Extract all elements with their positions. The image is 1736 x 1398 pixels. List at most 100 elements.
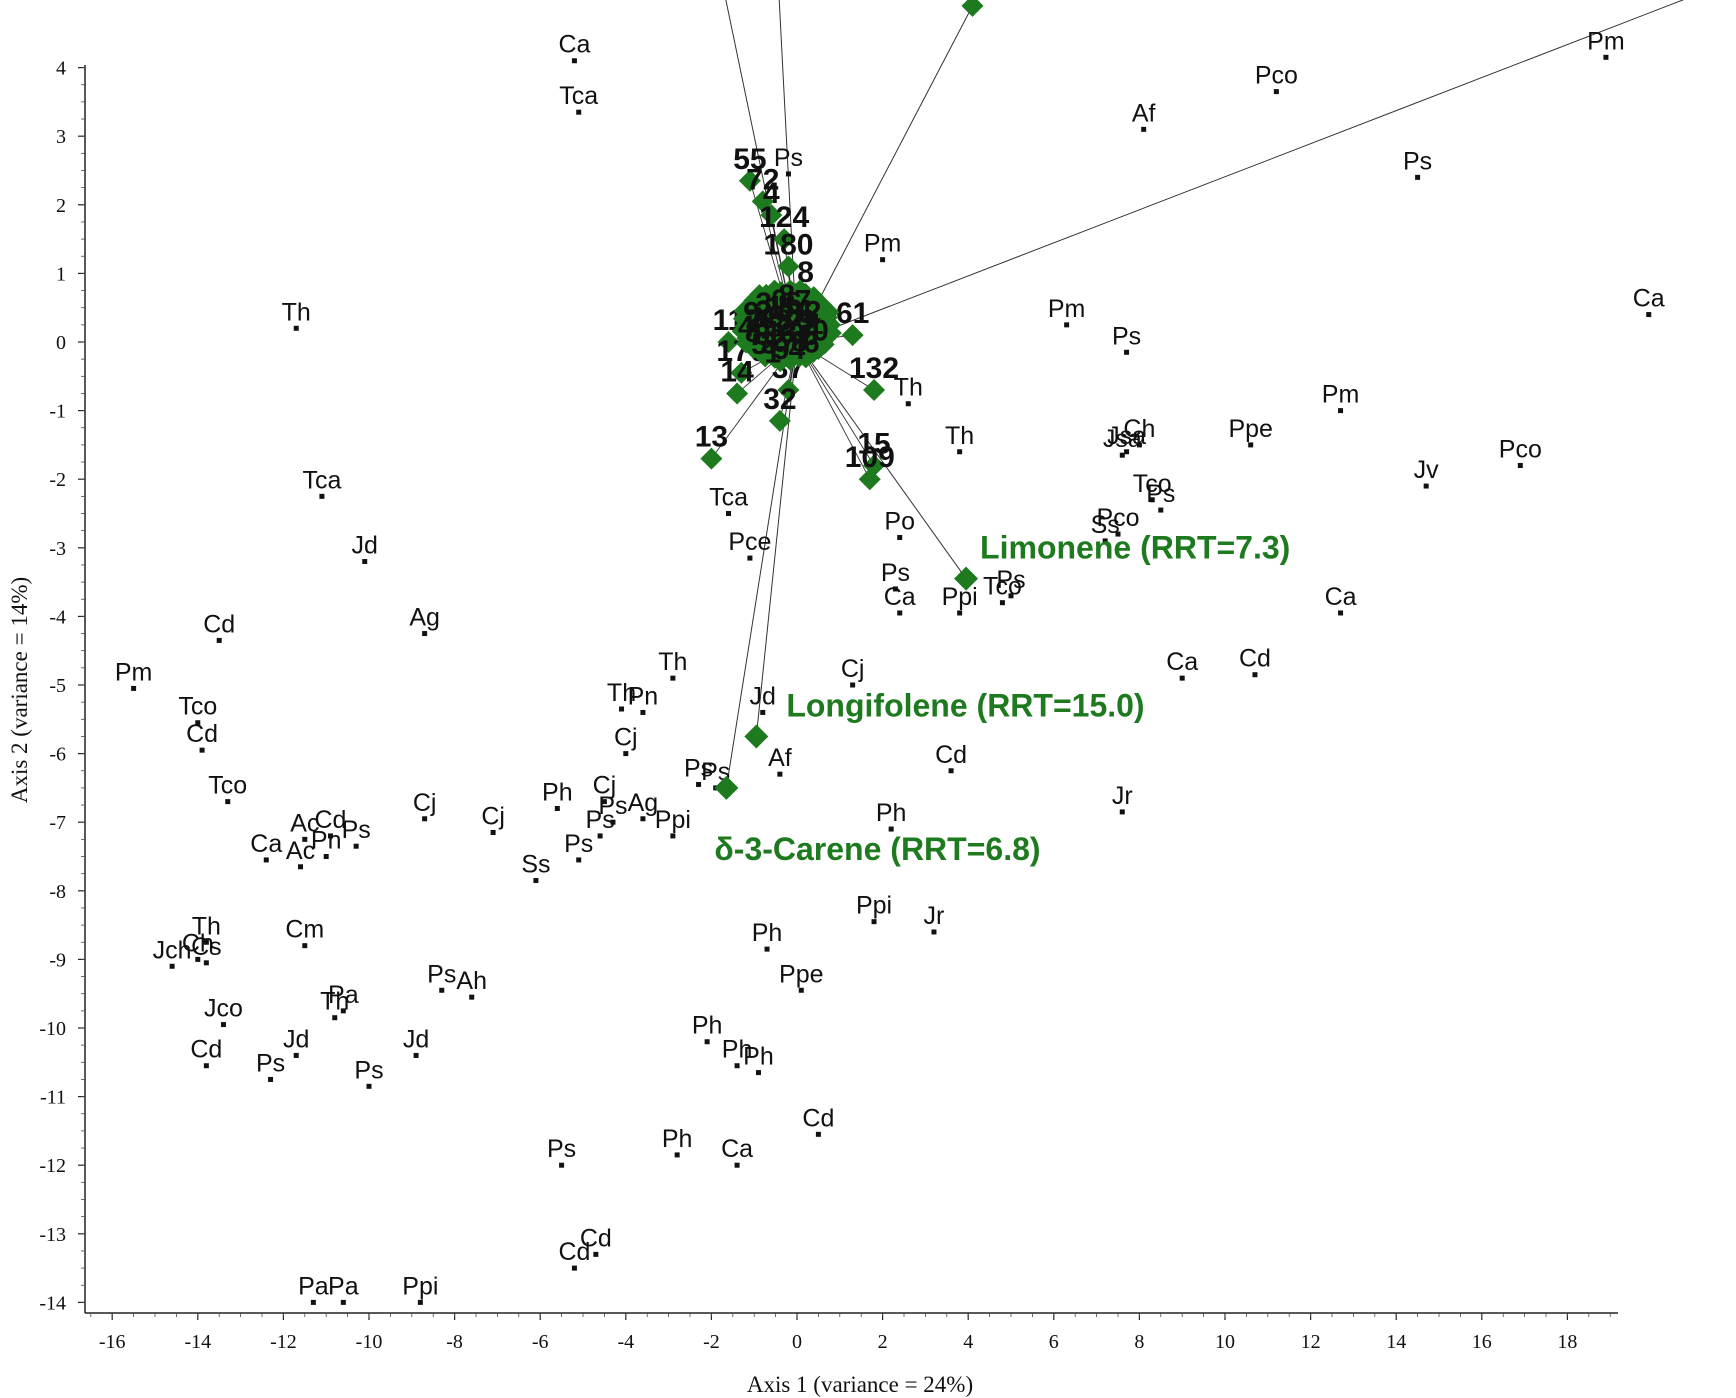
sample-label: Po <box>884 508 915 536</box>
sample-point <box>1064 322 1070 328</box>
sample-point <box>319 493 325 499</box>
variable-marker <box>726 382 749 405</box>
cluster-label: 6 <box>803 326 820 359</box>
cluster-label: 0 <box>771 284 788 317</box>
sample-label: Ph <box>692 1012 723 1040</box>
sample-label: Ppi <box>402 1272 438 1300</box>
sample-label: Ps <box>881 559 910 587</box>
sample-point <box>815 1131 821 1137</box>
sample-label: Cd <box>186 720 218 748</box>
sample-point <box>670 833 676 839</box>
variable-marker <box>773 228 796 251</box>
sample-point <box>1124 449 1130 455</box>
sample-label: Ac <box>286 837 315 865</box>
sample-point <box>734 1063 740 1069</box>
sample-point <box>413 1052 419 1058</box>
sample-point <box>999 600 1005 606</box>
variable-marker <box>777 379 800 402</box>
x-tick-label: -8 <box>446 1331 463 1353</box>
sample-point <box>957 449 963 455</box>
variable-label: 15 <box>857 427 890 460</box>
cluster-label: 7 <box>795 285 812 318</box>
sample-point <box>610 819 616 825</box>
sample-label: Ca <box>1325 583 1357 611</box>
sample-point <box>1423 483 1429 489</box>
cluster-label: 3 <box>775 304 792 337</box>
variable-label: 13 <box>695 421 728 454</box>
sample-point <box>785 171 791 177</box>
cluster-label: 5 <box>767 311 784 344</box>
biplot-ray <box>796 0 1685 343</box>
variable-marker <box>863 379 886 402</box>
cluster-label: 2 <box>769 323 786 356</box>
sample-point <box>1119 809 1125 815</box>
sample-label: Pn <box>628 682 659 710</box>
sample-point <box>533 878 539 884</box>
sample-point <box>1115 531 1121 537</box>
sample-point <box>571 58 577 64</box>
sample-point <box>439 987 445 993</box>
sample-label: Th <box>658 648 687 676</box>
sample-point <box>422 816 428 822</box>
sample-point <box>203 960 209 966</box>
sample-point <box>905 401 911 407</box>
sample-point <box>571 1265 577 1271</box>
sample-label: Th <box>320 988 349 1016</box>
sample-label: Pm <box>1587 27 1625 55</box>
sample-label: Jsa <box>1103 425 1142 453</box>
sample-point <box>1273 89 1279 95</box>
sample-label: Ag <box>628 789 659 817</box>
y-tick-label: -14 <box>39 1292 66 1314</box>
sample-label: Jd <box>352 532 378 560</box>
cluster-label: 7 <box>747 304 764 337</box>
x-tick-label: 4 <box>963 1331 973 1353</box>
sample-point <box>417 1299 423 1305</box>
sample-label: Tca <box>559 82 598 110</box>
sample-label: Ch <box>1123 415 1155 443</box>
variable-marker <box>768 409 791 432</box>
sample-point <box>1149 497 1155 503</box>
cluster-label: 2 <box>776 309 793 342</box>
y-tick-label: 1 <box>56 263 66 285</box>
y-tick-label: -7 <box>49 812 66 834</box>
cluster-label: 5 <box>801 319 818 352</box>
y-ticks: 4 3 2 1 0 -1 -2 -3 -4 -5 -6 -7 -8 -9 -10 -11 -12 -13 -14 <box>39 58 85 1314</box>
sample-label: Ps <box>1403 147 1432 175</box>
variable-marker <box>700 447 723 470</box>
biplot-ray <box>778 0 798 343</box>
sample-point <box>216 637 222 643</box>
sample-label: Th <box>192 912 221 940</box>
sample-label: Cd <box>802 1104 834 1132</box>
sample-point <box>1338 610 1344 616</box>
cluster-label: 7 <box>787 304 804 337</box>
sample-point <box>1517 462 1523 468</box>
sample-point <box>1102 538 1108 544</box>
sample-label: Ps <box>774 144 803 172</box>
cluster-marker <box>764 279 785 300</box>
sample-point <box>593 1251 599 1257</box>
x-tick-label: 8 <box>1134 1331 1144 1353</box>
sample-point <box>704 1039 710 1045</box>
sample-label: Pa <box>328 1272 359 1300</box>
sample-label: Cd <box>935 741 967 769</box>
sample-point <box>931 929 937 935</box>
sample-point <box>747 555 753 561</box>
sample-point <box>366 1083 372 1089</box>
sample-point <box>263 857 269 863</box>
variable-label: 109 <box>845 441 895 474</box>
sample-label: Cj <box>614 724 638 752</box>
sample-label: Pm <box>1322 381 1360 409</box>
sample-point <box>310 1299 316 1305</box>
variable-marker <box>777 255 800 278</box>
cluster-label: 6 <box>780 317 797 350</box>
sample-point <box>764 946 770 952</box>
x-tick-label: 12 <box>1301 1331 1321 1353</box>
sample-point <box>1124 349 1130 355</box>
cluster-label: 8 <box>791 326 808 359</box>
sample-label: Ps <box>598 792 627 820</box>
sample-point <box>760 709 766 715</box>
cluster-label: 3 <box>761 328 778 361</box>
sample-label: Ss <box>521 851 550 879</box>
sample-label: Ca <box>1633 285 1665 313</box>
sample-label: Tco <box>983 573 1022 601</box>
